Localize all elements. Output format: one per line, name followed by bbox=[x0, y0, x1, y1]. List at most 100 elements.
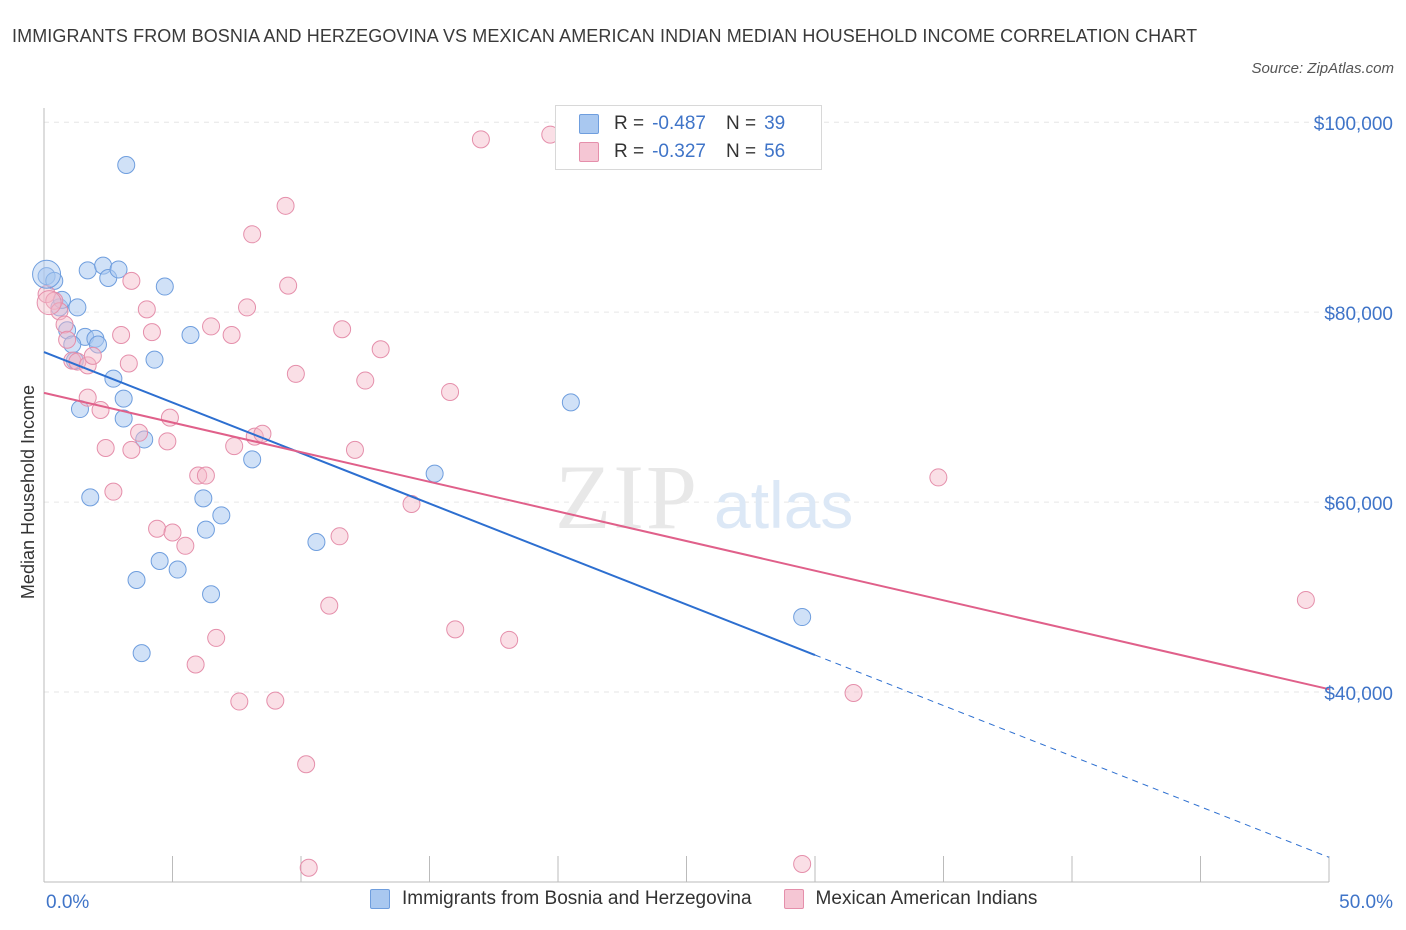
point-mexican-american-indian bbox=[196, 466, 215, 485]
point-mexican-american-indian bbox=[356, 371, 375, 390]
point-mexican-american-indian bbox=[793, 854, 812, 873]
legend-r-value: -0.487 bbox=[652, 113, 706, 134]
y-tick-label: $40,000 bbox=[1324, 684, 1393, 705]
legend-row-pink: R = -0.327 N = 56 bbox=[579, 138, 786, 166]
point-mexican-american-indian bbox=[119, 354, 138, 373]
point-bosnia bbox=[117, 155, 136, 174]
point-mexican-american-indian bbox=[345, 440, 364, 459]
correlation-legend: R = -0.487 N = 39 R = -0.327 N = 56 bbox=[555, 105, 822, 170]
point-bosnia bbox=[793, 608, 812, 627]
point-mexican-american-indian bbox=[130, 423, 149, 442]
legend-swatch-bosnia bbox=[370, 889, 390, 909]
point-mexican-american-indian bbox=[320, 596, 339, 615]
point-bosnia bbox=[155, 277, 174, 296]
legend-r-label: R = bbox=[614, 141, 645, 162]
trend-line-bosnia bbox=[43, 351, 816, 656]
point-bosnia bbox=[109, 260, 128, 279]
point-mexican-american-indian bbox=[122, 271, 141, 290]
point-mexican-american-indian bbox=[104, 482, 123, 501]
point-mexican-american-indian bbox=[500, 630, 519, 649]
trend-line-bosnia-extrapolated bbox=[814, 654, 1330, 858]
point-mexican-american-indian bbox=[50, 302, 69, 321]
legend-label-bosnia: Immigrants from Bosnia and Herzegovina bbox=[402, 888, 752, 909]
point-bosnia bbox=[243, 450, 262, 469]
point-bosnia bbox=[68, 298, 87, 317]
y-tick-label: $60,000 bbox=[1324, 494, 1393, 515]
legend-r-label: R = bbox=[614, 113, 645, 134]
point-mexican-american-indian bbox=[230, 692, 249, 711]
point-bosnia bbox=[307, 533, 326, 552]
point-mexican-american-indian bbox=[36, 290, 62, 316]
point-mexican-american-indian bbox=[286, 364, 305, 383]
legend-n-label: N = bbox=[725, 141, 757, 162]
point-mexican-american-indian bbox=[189, 466, 208, 485]
trend-lines bbox=[43, 351, 1330, 858]
legend-item-mexican-american-indians: Mexican American Indians bbox=[783, 888, 1037, 910]
point-bosnia bbox=[561, 393, 580, 412]
point-bosnia bbox=[114, 409, 133, 428]
point-mexican-american-indian bbox=[202, 317, 221, 336]
source-label: Source: ZipAtlas.com bbox=[1251, 60, 1394, 77]
point-bosnia bbox=[196, 520, 215, 539]
point-mexican-american-indian bbox=[299, 858, 318, 877]
point-mexican-american-indian bbox=[929, 468, 948, 487]
point-mexican-american-indian bbox=[441, 382, 460, 401]
legend-row-blue: R = -0.487 N = 39 bbox=[579, 110, 786, 138]
point-mexican-american-indian bbox=[238, 298, 257, 317]
watermark: ZIP atlas bbox=[555, 446, 853, 548]
legend-swatch-mexican-american-indians bbox=[783, 889, 804, 909]
legend-swatch-pink bbox=[579, 142, 599, 162]
point-bosnia bbox=[81, 488, 100, 507]
point-mexican-american-indian bbox=[112, 325, 131, 344]
legend-r-value: -0.327 bbox=[652, 141, 706, 162]
series-legend: Immigrants from Bosnia and Herzegovina M… bbox=[370, 888, 1069, 910]
point-mexican-american-indian bbox=[446, 620, 465, 639]
point-bosnia bbox=[212, 506, 231, 525]
point-mexican-american-indian bbox=[142, 323, 161, 342]
grid-lines bbox=[44, 121, 1369, 693]
point-mexican-american-indian bbox=[243, 225, 262, 244]
point-mexican-american-indian bbox=[176, 536, 195, 555]
point-mexican-american-indian bbox=[83, 346, 102, 365]
point-mexican-american-indian bbox=[844, 684, 863, 703]
point-mexican-american-indian bbox=[1296, 590, 1315, 609]
chart-title: IMMIGRANTS FROM BOSNIA AND HERZEGOVINA V… bbox=[12, 26, 1198, 46]
legend-n-value: 56 bbox=[764, 141, 786, 162]
point-bosnia bbox=[194, 489, 213, 508]
watermark-zip: ZIP bbox=[555, 446, 699, 548]
point-bosnia bbox=[150, 552, 169, 571]
legend-n-value: 39 bbox=[764, 113, 786, 134]
point-mexican-american-indian bbox=[158, 432, 177, 451]
point-mexican-american-indian bbox=[279, 276, 298, 295]
x-axis-tick-labels: 0.0% 50.0% bbox=[46, 892, 1393, 913]
point-mexican-american-indian bbox=[186, 655, 205, 674]
point-mexican-american-indian bbox=[371, 340, 390, 359]
point-mexican-american-indian bbox=[55, 315, 74, 334]
legend-n-label: N = bbox=[725, 113, 757, 134]
point-bosnia bbox=[88, 335, 107, 354]
point-mexican-american-indian bbox=[276, 196, 295, 215]
point-bosnia bbox=[202, 585, 221, 604]
point-mexican-american-indian bbox=[333, 320, 352, 339]
point-bosnia bbox=[132, 644, 151, 663]
y-tick-label: $80,000 bbox=[1324, 304, 1393, 325]
y-tick-label: $100,000 bbox=[1314, 114, 1393, 135]
data-points bbox=[32, 125, 1315, 877]
point-mexican-american-indian bbox=[297, 755, 316, 774]
point-mexican-american-indian bbox=[37, 285, 56, 304]
watermark-atlas: atlas bbox=[714, 468, 853, 542]
point-bosnia bbox=[127, 570, 146, 589]
point-mexican-american-indian bbox=[266, 691, 285, 710]
axes bbox=[43, 108, 1330, 883]
x-tick-label: 50.0% bbox=[1339, 892, 1393, 913]
point-mexican-american-indian bbox=[96, 438, 115, 457]
point-mexican-american-indian bbox=[222, 325, 241, 344]
point-mexican-american-indian bbox=[163, 523, 182, 542]
point-mexican-american-indian bbox=[225, 437, 244, 456]
point-bosnia bbox=[32, 259, 62, 289]
y-axis-tick-labels: $100,000 $80,000 $60,000 $40,000 bbox=[1314, 114, 1393, 705]
point-bosnia bbox=[168, 560, 187, 579]
y-axis-label: Median Household Income bbox=[18, 385, 38, 599]
trend-line-mexican-american-indians bbox=[43, 391, 1330, 691]
